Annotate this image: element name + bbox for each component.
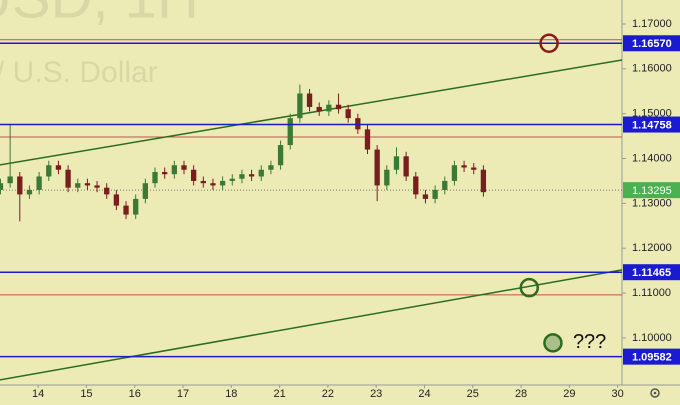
candle-body xyxy=(384,169,390,186)
candle-body xyxy=(422,194,429,199)
candle-body xyxy=(55,165,62,170)
trendline xyxy=(0,269,623,381)
candle-body xyxy=(471,167,477,170)
level-label-box xyxy=(623,116,680,133)
x-tick-label: 22 xyxy=(322,388,334,400)
candle-body xyxy=(46,165,52,177)
level-label: 1.16570 xyxy=(632,38,672,50)
candle-body xyxy=(7,176,13,184)
candle-body xyxy=(200,180,206,184)
candle-body xyxy=(152,171,158,184)
candle-body xyxy=(268,165,274,170)
candle-body xyxy=(65,169,71,188)
candle-body xyxy=(287,118,293,146)
candle-body xyxy=(248,174,255,177)
watermark: USD, 1H xyxy=(0,0,199,30)
candle-body xyxy=(451,165,458,181)
x-tick-label: 29 xyxy=(563,388,575,400)
current-price-box xyxy=(623,182,680,199)
candle-body xyxy=(75,183,81,188)
candle-body xyxy=(36,176,42,190)
marker-circle xyxy=(519,277,540,298)
candle-body xyxy=(345,109,351,119)
x-tick-label: 25 xyxy=(467,388,479,400)
level-label-box xyxy=(623,348,680,365)
candle-body xyxy=(17,176,23,195)
candle-body xyxy=(461,165,467,168)
candle-body xyxy=(480,169,487,193)
annotation: ??? xyxy=(573,331,606,353)
candle-body xyxy=(239,174,245,179)
level-label-box xyxy=(623,264,680,281)
candle-body xyxy=(335,104,342,110)
x-tick-label: 30 xyxy=(612,388,624,400)
candle-body xyxy=(123,205,129,215)
x-tick-label: 17 xyxy=(177,388,189,400)
candle-body xyxy=(413,176,419,195)
candle-body xyxy=(104,187,110,195)
y-tick-label: 1.12000 xyxy=(632,242,672,254)
y-tick-label: 1.13000 xyxy=(632,197,672,209)
candle-body xyxy=(393,156,400,170)
candle-body xyxy=(277,145,284,166)
candle-body xyxy=(364,129,371,150)
candle-body xyxy=(355,118,361,130)
watermark-subtitle: / U.S. Dollar xyxy=(0,56,158,89)
y-tick-label: 1.16000 xyxy=(632,63,672,75)
x-tick-label: 24 xyxy=(418,388,430,400)
candle-body xyxy=(142,183,149,199)
candle-body xyxy=(229,178,235,181)
x-tick-label: 23 xyxy=(370,388,382,400)
candle-body xyxy=(171,165,177,175)
x-tick-label: 18 xyxy=(225,388,237,400)
candle-body xyxy=(190,169,197,181)
candle-body xyxy=(162,171,168,175)
y-tick-label: 1.10000 xyxy=(632,332,672,344)
x-tick-label: 16 xyxy=(129,388,141,400)
candle-body xyxy=(432,189,438,199)
candle-body xyxy=(94,185,100,188)
candle-body xyxy=(306,93,313,107)
level-label: 1.09582 xyxy=(632,352,672,364)
candle-body xyxy=(403,156,409,177)
candle-body xyxy=(442,180,448,190)
candle-body xyxy=(219,180,226,186)
level-label: 1.14758 xyxy=(632,119,672,131)
candle-body xyxy=(316,106,322,112)
candle-body xyxy=(326,104,332,112)
current-price-label: 1.13295 xyxy=(632,185,672,197)
x-tick-label: 14 xyxy=(32,388,44,400)
candle-body xyxy=(297,93,303,119)
candle-body xyxy=(84,183,91,186)
y-tick-label: 1.14000 xyxy=(632,152,672,164)
candle-body xyxy=(133,198,139,215)
level-label-box xyxy=(623,35,680,52)
candle-body xyxy=(26,189,33,195)
candle-body xyxy=(181,165,187,170)
candle-body xyxy=(374,149,380,186)
y-tick-label: 1.11000 xyxy=(632,287,671,299)
x-tick-label: 28 xyxy=(515,388,527,400)
y-tick-label: 1.17000 xyxy=(632,18,672,30)
x-tick-label: 21 xyxy=(273,388,285,400)
candle-body xyxy=(258,169,264,177)
marker-circle xyxy=(539,33,559,54)
trendline xyxy=(0,59,623,166)
x-tick-label: 15 xyxy=(80,388,92,400)
marker-circle xyxy=(543,333,563,353)
settings-icon[interactable] xyxy=(650,388,660,398)
candle-body xyxy=(210,183,216,186)
candle-body xyxy=(0,183,4,190)
level-label: 1.11465 xyxy=(632,267,671,279)
candle-body xyxy=(113,194,120,206)
